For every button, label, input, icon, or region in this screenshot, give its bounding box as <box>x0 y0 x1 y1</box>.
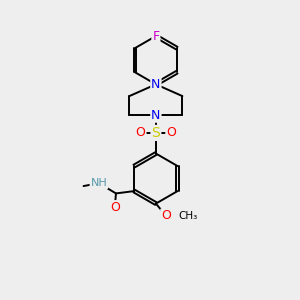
Text: O: O <box>161 209 171 223</box>
Text: CH₃: CH₃ <box>178 211 198 221</box>
Text: S: S <box>152 126 160 140</box>
Text: F: F <box>152 29 160 43</box>
Text: O: O <box>166 126 176 140</box>
Text: N: N <box>151 109 160 122</box>
Text: O: O <box>110 201 120 214</box>
Text: NH: NH <box>91 178 107 188</box>
Text: O: O <box>136 126 146 140</box>
Text: N: N <box>151 78 160 91</box>
